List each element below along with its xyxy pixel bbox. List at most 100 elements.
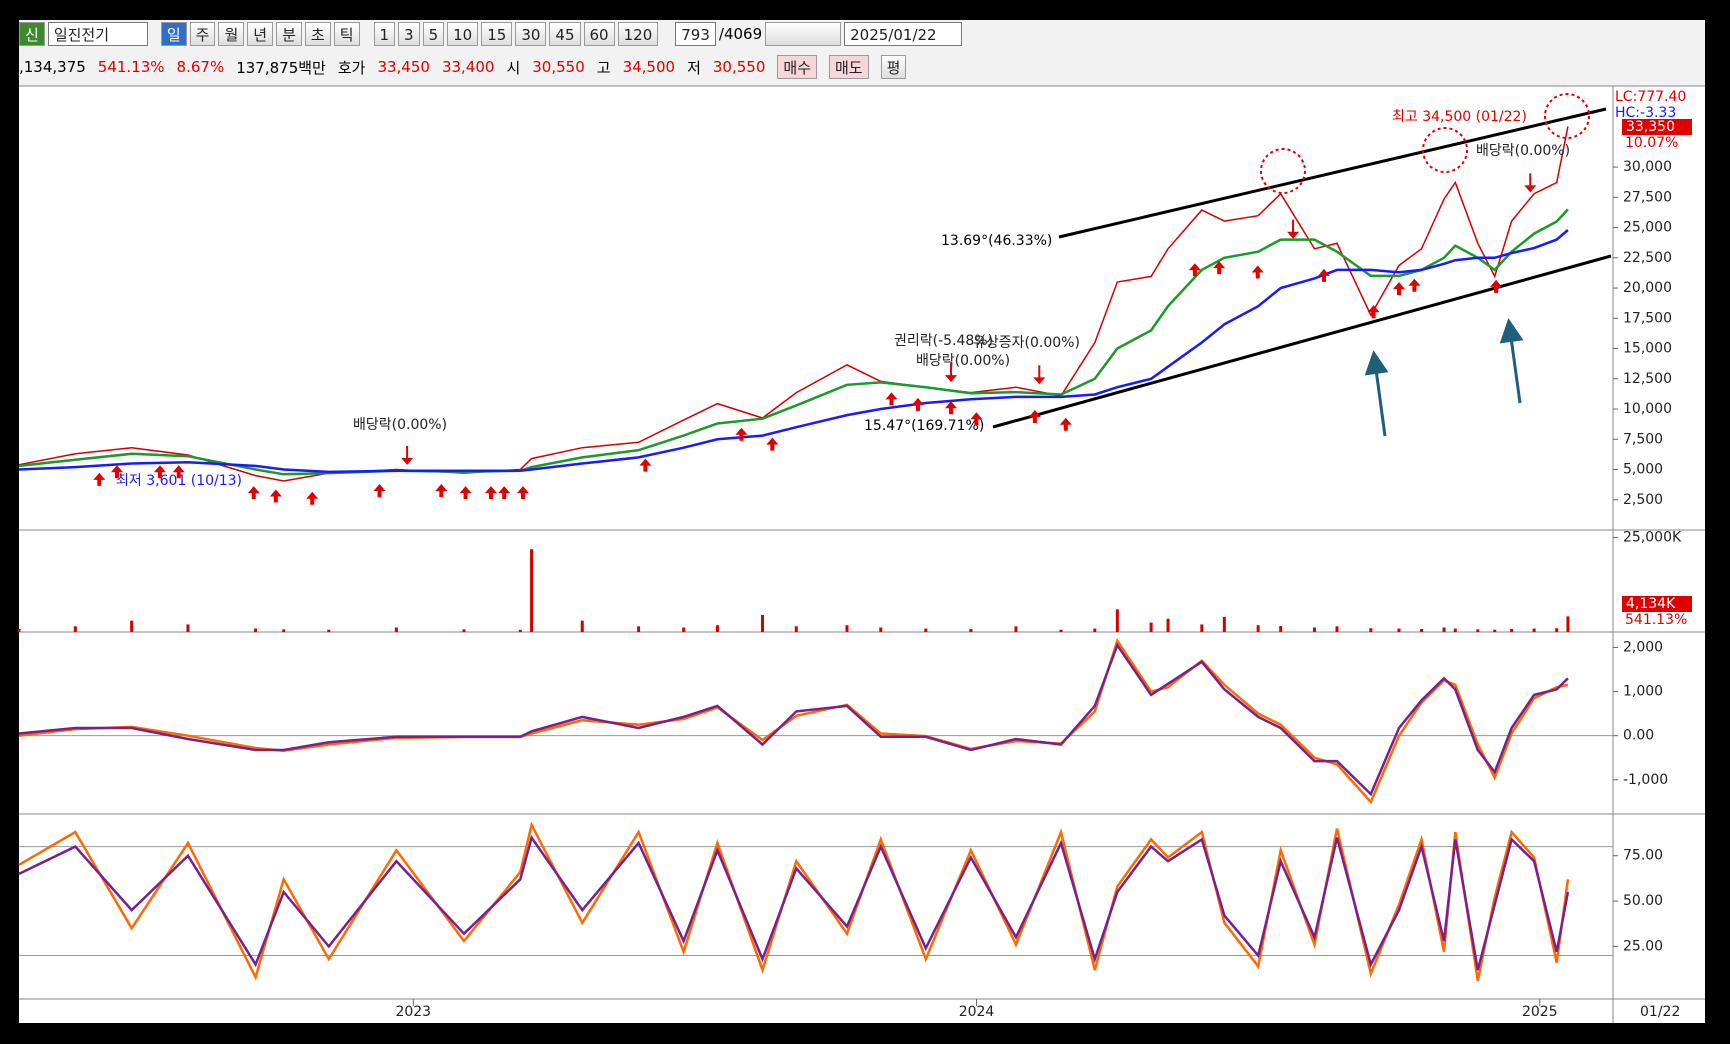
- interval-button[interactable]: 45: [549, 22, 581, 46]
- trade-button[interactable]: 평: [880, 55, 907, 79]
- buy-signal: [1251, 265, 1264, 279]
- volume-bar: [1532, 628, 1536, 632]
- annotation: 배당락(0.00%): [353, 417, 447, 433]
- x-tick-label: 2025: [1522, 1004, 1558, 1020]
- sell-signal: [401, 445, 414, 465]
- buy-signal: [516, 486, 529, 500]
- quote-value: 33,400: [441, 58, 495, 76]
- buy-signal: [735, 427, 748, 441]
- y-tick-label: 2,000: [1623, 639, 1663, 655]
- y-tick-label: 22,500: [1623, 250, 1672, 266]
- interval-button[interactable]: 3: [398, 22, 420, 46]
- annotation-arrow: [1364, 350, 1389, 437]
- volume-bar: [1014, 626, 1018, 632]
- trade-button[interactable]: 매도: [829, 55, 869, 79]
- highlight-circle: [1422, 127, 1468, 173]
- volume-bar: [1256, 625, 1260, 632]
- trade-button[interactable]: 매수: [777, 55, 817, 79]
- volume-bar: [1397, 628, 1401, 632]
- buy-signal: [110, 465, 123, 479]
- buy-signal: [639, 458, 652, 472]
- annotation: 15.47°(169.71%): [864, 418, 984, 434]
- tool-icons[interactable]: [765, 22, 842, 46]
- volume-bar: [969, 628, 973, 632]
- interval-button[interactable]: 10: [447, 22, 479, 46]
- buy-signal: [766, 437, 779, 451]
- volume-bar: [715, 625, 719, 632]
- volume-bar: [845, 625, 849, 632]
- volume-bar: [1369, 628, 1373, 632]
- series-line: [18, 642, 1569, 797]
- interval-button[interactable]: 60: [583, 22, 615, 46]
- buy-signal: [498, 486, 511, 500]
- quote-label: 호가: [337, 58, 366, 77]
- buy-signal: [306, 491, 319, 505]
- period-button[interactable]: 월: [218, 22, 245, 46]
- y-tick-label: 30,000: [1623, 159, 1672, 175]
- volume-bar: [1312, 627, 1316, 632]
- volume-bar: [254, 628, 258, 632]
- period-button[interactable]: 년: [247, 22, 274, 46]
- period-button[interactable]: 일: [160, 22, 187, 46]
- volume-bar: [760, 615, 764, 632]
- x-end-label: 01/22: [1640, 1004, 1680, 1020]
- annotation: 최저 3,601 (10/13): [116, 473, 242, 489]
- interval-button[interactable]: 120: [617, 22, 659, 46]
- volume-bar: [1149, 622, 1153, 632]
- volume-bar: [682, 627, 686, 632]
- count-input[interactable]: 793: [675, 22, 716, 46]
- info-value: ,134,375: [19, 58, 86, 76]
- volume-bar: [1335, 626, 1339, 632]
- y-tick-label: 1,000: [1623, 684, 1663, 700]
- volume-bar: [879, 627, 883, 632]
- period-button[interactable]: 초: [304, 22, 331, 46]
- y-tick-label: 25,000: [1623, 220, 1672, 236]
- volume-bar: [1493, 629, 1497, 632]
- volume-bar: [1093, 628, 1097, 632]
- buy-signal: [1490, 279, 1503, 293]
- quote-value: 34,500: [622, 58, 676, 76]
- y-tick-label: -1,000: [1623, 772, 1668, 788]
- x-tick-label: 2024: [959, 1004, 995, 1020]
- volume-tag: [1622, 596, 1692, 612]
- stock-name[interactable]: 일진전기: [47, 22, 148, 46]
- volume-bar: [1566, 616, 1570, 632]
- volume-bar: [394, 627, 398, 632]
- buy-signal: [373, 483, 386, 497]
- price-tag-label: 33,350: [1626, 119, 1675, 135]
- volume-tag-label: 4,134K: [1626, 596, 1676, 612]
- period-button[interactable]: 분: [276, 22, 302, 46]
- buy-signal: [1408, 278, 1421, 292]
- interval-button[interactable]: 5: [422, 22, 445, 46]
- period-button[interactable]: 주: [189, 22, 216, 46]
- interval-button[interactable]: 15: [481, 22, 513, 46]
- price-tag: [1622, 119, 1692, 135]
- volume-bar: [1555, 628, 1559, 632]
- volume-bar: [1222, 616, 1226, 632]
- period-button[interactable]: 틱: [333, 22, 360, 46]
- buy-signal: [484, 486, 497, 500]
- y-tick-label: 50.00: [1623, 893, 1663, 909]
- y-tick-label: 2,500: [1623, 492, 1663, 508]
- y-tick-label: 15,000: [1623, 341, 1672, 357]
- annotation: 최고 34,500 (01/22): [1392, 109, 1527, 125]
- annotation: 배당락(0.00%): [1476, 143, 1570, 159]
- y-tick-label: 0.00: [1623, 728, 1654, 744]
- lc-label: LC:777.40: [1615, 89, 1686, 105]
- interval-button[interactable]: 30: [515, 22, 547, 46]
- volume-bar: [17, 628, 21, 632]
- date-input[interactable]: 2025/01/22: [844, 22, 963, 46]
- quote-value: 30,550: [532, 58, 585, 76]
- sell-signal: [1033, 365, 1046, 385]
- quote-value: 33,450: [377, 58, 430, 76]
- volume-bar: [530, 549, 534, 632]
- buy-signal: [945, 401, 958, 415]
- toolbar: 신 일진전기 일 주 월 년 분 초 틱 1 3 5 10 15 30 45 60 120 793/4069 2025…: [19, 20, 963, 48]
- info-value: 541.13%: [97, 58, 165, 76]
- buy-signal: [1188, 263, 1201, 277]
- highlight-circle: [1544, 93, 1590, 139]
- x-tick-label: 2023: [395, 1004, 431, 1020]
- volume-bar: [518, 629, 522, 632]
- interval-button[interactable]: 1: [373, 22, 396, 46]
